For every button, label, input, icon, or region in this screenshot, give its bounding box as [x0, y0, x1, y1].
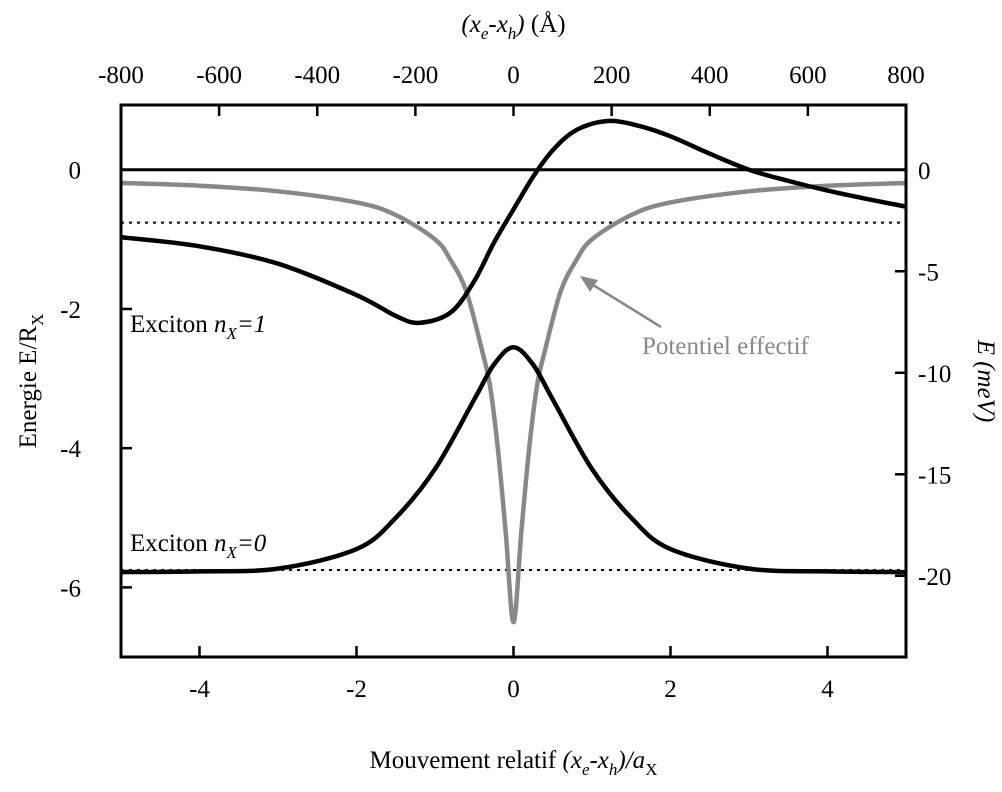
x2-tick-label: -600: [196, 62, 242, 89]
text-part: n: [214, 311, 227, 338]
text-part: E (meV): [972, 339, 999, 423]
x2-tick-label: 800: [887, 62, 925, 89]
x-tick-label: 4: [821, 676, 834, 703]
text-part: Potentiel effectif: [642, 333, 810, 360]
text-part: )/a: [615, 747, 645, 774]
text-part: e: [481, 24, 489, 43]
text-part: (Å): [525, 11, 566, 38]
text-part: -x: [488, 11, 507, 38]
x2-tick-label: 0: [507, 62, 520, 89]
text-part: =1: [237, 311, 266, 338]
y-tick-label: -6: [60, 575, 81, 602]
y2-tick-label: 0: [918, 158, 931, 185]
x-tick-label: 2: [664, 676, 677, 703]
text-part: (x: [461, 11, 480, 38]
text-part: h: [609, 760, 618, 779]
x2-axis-label: (xe-xh) (Å): [461, 11, 565, 43]
text-part: n: [214, 530, 227, 557]
x-tick-label: 0: [507, 676, 520, 703]
arrow: [589, 281, 662, 329]
x2-tick-label: 200: [593, 62, 631, 89]
curve: [120, 118, 907, 326]
annotation: Potentiel effectif: [642, 333, 810, 360]
x-axis-label: Mouvement relatif (xe-xh)/aX: [370, 747, 658, 779]
curve: [120, 344, 907, 575]
text-part: Exciton: [130, 530, 214, 557]
text-part: h: [508, 24, 517, 43]
arrow-head: [580, 276, 598, 292]
x-tick-label: -4: [189, 676, 210, 703]
text-part: ): [514, 11, 524, 38]
x2-tick-label: 400: [691, 62, 729, 89]
y2-axis-label: E (meV): [972, 339, 999, 423]
y-tick-label: 0: [69, 158, 82, 185]
curve: [120, 180, 907, 625]
x2-tick-label: -200: [392, 62, 438, 89]
y2-tick-label: -5: [918, 259, 939, 286]
y2-tick-label: -15: [918, 462, 951, 489]
x2-tick-label: 600: [789, 62, 827, 89]
x2-tick-label: -400: [294, 62, 340, 89]
annotation: Exciton nX=0: [130, 530, 267, 562]
text-part: X: [28, 314, 47, 326]
y2-tick-label: -10: [918, 361, 951, 388]
text-part: Energie E/R: [15, 326, 42, 449]
y-axis-label: Energie E/RX: [15, 314, 47, 449]
x2-tick-label: -800: [98, 62, 144, 89]
text-part: X: [226, 324, 238, 343]
y-tick-label: -4: [60, 436, 81, 463]
text-part: e: [582, 760, 590, 779]
text-part: -x: [589, 747, 608, 774]
text-part: Mouvement relatif: [370, 747, 563, 774]
y2-tick-label: -20: [918, 564, 951, 591]
text-part: Exciton: [130, 311, 214, 338]
text-part: X: [645, 760, 657, 779]
text-part: X: [226, 543, 238, 562]
text-part: =0: [237, 530, 267, 557]
y-tick-label: -2: [60, 297, 81, 324]
x-tick-label: -2: [346, 676, 367, 703]
annotation: Exciton nX=1: [130, 311, 266, 343]
text-part: (x: [563, 747, 582, 774]
